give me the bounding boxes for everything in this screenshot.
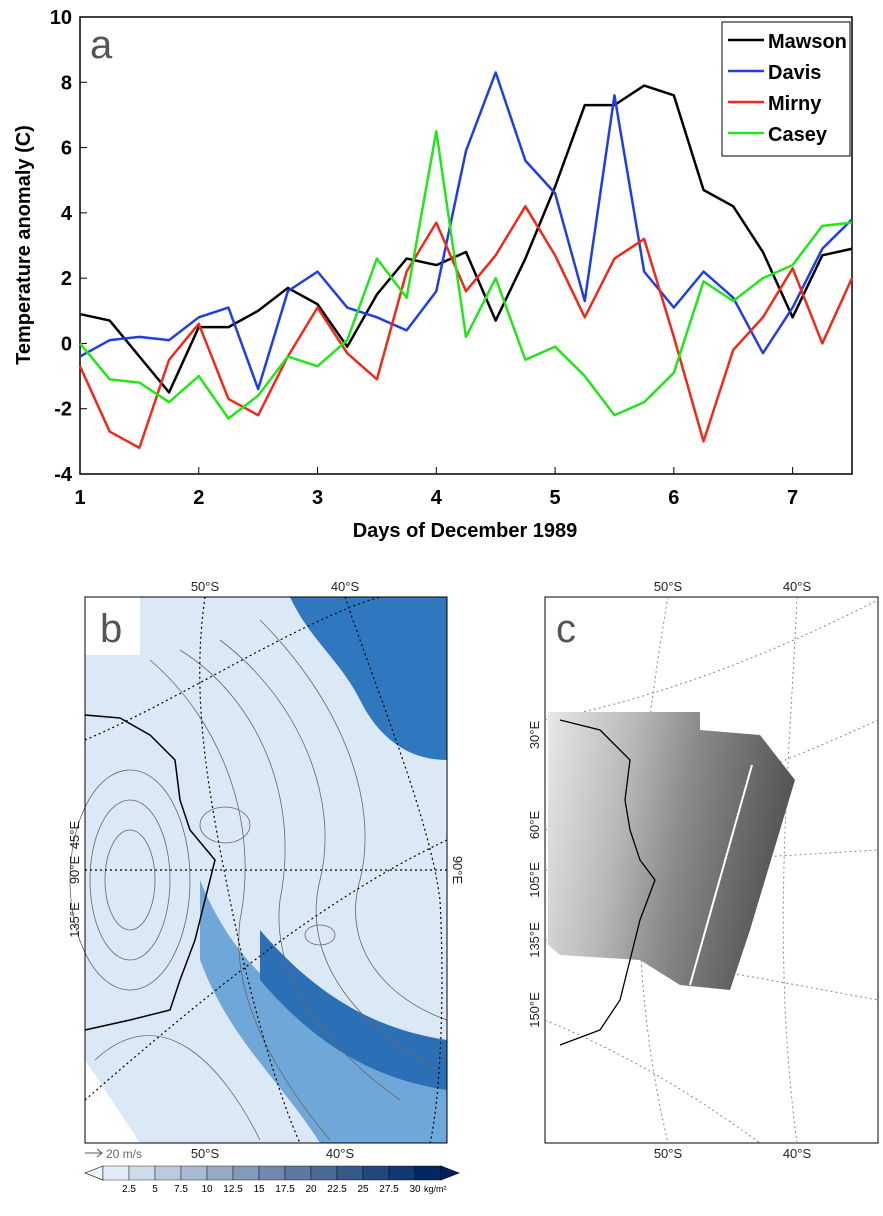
- y-tick-label: -4: [54, 464, 73, 486]
- panel-a: a Days of December 1989 Temperature anom…: [13, 23, 577, 542]
- colorbar-cell: [206, 1165, 234, 1181]
- x-tick-label: 7: [787, 487, 798, 509]
- x-tick-label: 4: [431, 487, 443, 509]
- colorbar-cell: [232, 1165, 260, 1181]
- lat-label: 40°S: [783, 579, 812, 594]
- y-tick-label: 10: [50, 7, 72, 29]
- lat-label: 40°S: [783, 1146, 812, 1161]
- series-line: [79, 130, 853, 420]
- panel-b: [69, 596, 448, 1158]
- x-axis-label: Days of December 1989: [353, 520, 578, 542]
- colorbar-tick-label: 30: [409, 1184, 421, 1195]
- x-tick-label: 1: [74, 487, 85, 509]
- x-tick-label: 3: [312, 487, 323, 509]
- map-frame: [84, 596, 448, 1144]
- legend-label: Mawson: [768, 31, 847, 53]
- coastline: [559, 719, 656, 1046]
- lat-label: 50°S: [654, 1146, 683, 1161]
- lon-label: 90°E: [450, 856, 465, 885]
- swath-edge: [689, 764, 753, 986]
- x-tick-label: 5: [550, 487, 561, 509]
- legend-label: Davis: [768, 62, 821, 84]
- colorbar-cell: [414, 1165, 442, 1181]
- lat-label: 50°S: [654, 579, 683, 594]
- lon-label: 105°E: [527, 862, 542, 898]
- streamlines: [69, 619, 448, 1141]
- map-field: [200, 880, 447, 1143]
- colorbar-tick-label: 20: [305, 1184, 317, 1195]
- lat-label: 40°S: [331, 579, 360, 594]
- series-line: [79, 71, 853, 391]
- colorbar-end: [84, 1165, 104, 1181]
- lon-label: 30°E: [527, 721, 542, 750]
- series-line: [78, 205, 854, 450]
- colorbar-tick-label: 5: [152, 1184, 158, 1195]
- colorbar-tick-label: 10: [201, 1184, 213, 1195]
- colorbar-cell: [388, 1165, 416, 1181]
- vector-key-arrow: [85, 1148, 103, 1158]
- y-tick-label: 2: [61, 268, 72, 290]
- lon-label: 90°E: [67, 856, 82, 885]
- y-axis-label: Temperature anomaly (C): [13, 125, 35, 365]
- colorbar-tick-label: 22.5: [327, 1184, 347, 1195]
- lon-label: 45°E: [67, 821, 82, 850]
- legend-label: Mirny: [768, 93, 822, 115]
- graticule: [84, 596, 448, 1144]
- panel-label: b: [100, 607, 122, 651]
- series-line: [79, 84, 853, 394]
- satellite-image: [548, 712, 795, 990]
- colorbar-tick-label: 2.5: [122, 1184, 136, 1195]
- colorbar-cell: [336, 1165, 364, 1181]
- colorbar-end: [440, 1165, 460, 1181]
- colorbar-cell: [154, 1165, 182, 1181]
- plot-frame: [79, 16, 853, 475]
- coastline: [84, 714, 216, 1031]
- colorbar-tick-label: 25: [357, 1184, 369, 1195]
- y-tick-label: 8: [61, 72, 72, 94]
- colorbar-cell: [180, 1165, 208, 1181]
- colorbar-tick-label: 12.5: [223, 1184, 243, 1195]
- colorbar-cell: [284, 1165, 312, 1181]
- map-field: [290, 597, 447, 760]
- x-tick-label: 2: [193, 487, 204, 509]
- colorbar-tick-label: 15: [253, 1184, 265, 1195]
- y-tick-label: 4: [61, 203, 73, 225]
- lon-label: 135°E: [527, 922, 542, 958]
- colorbar-unit: kg/m²: [424, 1184, 447, 1194]
- y-tick-label: 0: [61, 333, 72, 355]
- colorbar-cell: [310, 1165, 338, 1181]
- x-tick-label: 6: [668, 487, 679, 509]
- colorbar-cell: [362, 1165, 390, 1181]
- vector-key: 20 m/s: [106, 1147, 142, 1161]
- y-tick-label: -2: [54, 399, 72, 421]
- lat-label: 50°S: [191, 579, 220, 594]
- colorbar-cell: [128, 1165, 156, 1181]
- colorbar-cell: [258, 1165, 286, 1181]
- colorbar-tick-label: 7.5: [174, 1184, 188, 1195]
- lon-label: 60°E: [527, 811, 542, 840]
- colorbar-tick-label: 17.5: [275, 1184, 295, 1195]
- panel-label: a: [90, 23, 113, 67]
- lon-label: 135°E: [67, 902, 82, 938]
- lat-label: 50°S: [191, 1146, 220, 1161]
- lat-label: 40°S: [326, 1146, 355, 1161]
- colorbar-cell: [102, 1165, 130, 1181]
- colorbar-tick-label: 27.5: [379, 1184, 399, 1195]
- map-field: [260, 930, 447, 1090]
- y-tick-label: 6: [61, 138, 72, 160]
- panel-c: [544, 596, 879, 1144]
- lon-label: 150°E: [527, 992, 542, 1028]
- legend-label: Casey: [768, 124, 828, 146]
- panel-label: c: [556, 607, 576, 651]
